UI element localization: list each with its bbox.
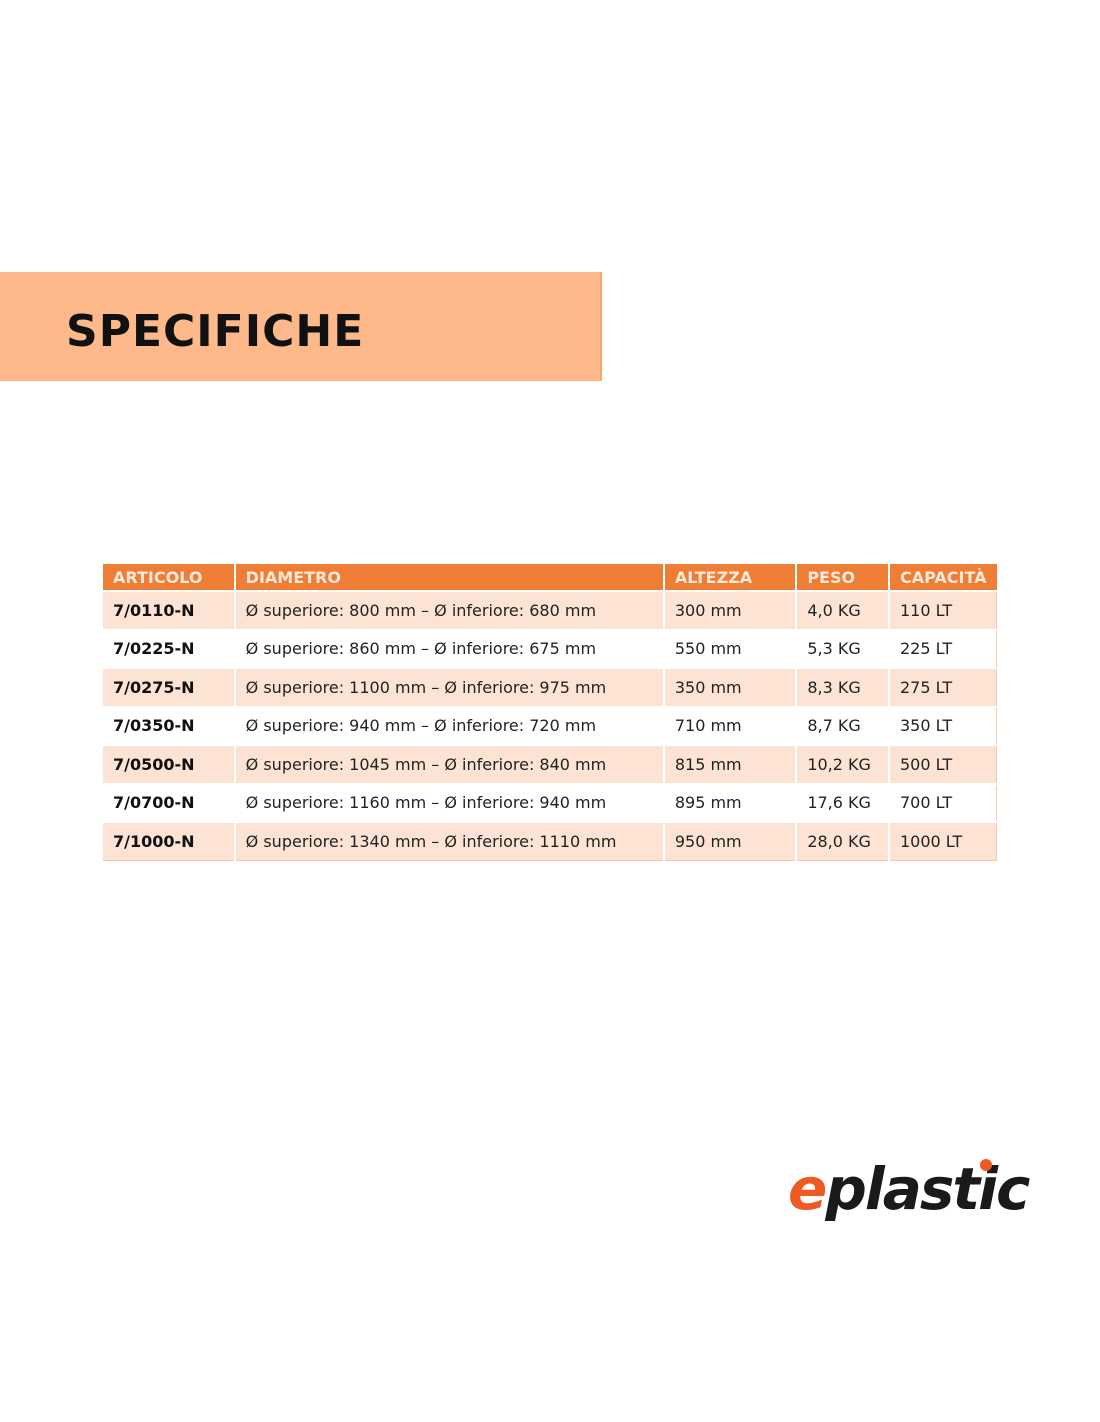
cell-articolo: 7/0275-N	[101, 667, 236, 707]
cell-diametro: Ø superiore: 1045 mm – Ø inferiore: 840 …	[233, 744, 665, 784]
cell-peso: 10,2 KG	[795, 744, 890, 784]
table-row: 7/0275-N Ø superiore: 1100 mm – Ø inferio…	[101, 667, 997, 707]
section-banner: SPECIFICHE	[0, 272, 602, 381]
header-altezza: ALTEZZA	[662, 564, 797, 591]
table-row: 7/0350-N Ø superiore: 940 mm – Ø inferior…	[101, 705, 997, 746]
cell-peso: 17,6 KG	[795, 782, 890, 823]
header-capacita: CAPACITÀ	[887, 564, 997, 591]
header-peso: PESO	[795, 564, 889, 591]
cell-articolo: 7/0700-N	[101, 782, 236, 823]
table-row: 7/1000-N Ø superiore: 1340 mm – Ø inferio…	[101, 821, 997, 861]
cell-diametro: Ø superiore: 1160 mm – Ø inferiore: 940 …	[233, 782, 665, 823]
section-title: SPECIFICHE	[66, 306, 365, 357]
cell-diametro: Ø superiore: 940 mm – Ø inferiore: 720 m…	[233, 705, 665, 746]
cell-capacita: 350 LT	[887, 705, 997, 746]
cell-articolo: 7/0225-N	[101, 628, 236, 669]
cell-altezza: 815 mm	[662, 744, 797, 784]
cell-articolo: 7/0110-N	[101, 590, 236, 630]
cell-altezza: 550 mm	[662, 628, 797, 669]
cell-articolo: 7/1000-N	[101, 821, 236, 861]
cell-capacita: 1000 LT	[887, 821, 997, 861]
cell-altezza: 710 mm	[662, 705, 797, 746]
cell-altezza: 895 mm	[662, 782, 797, 823]
cell-diametro: Ø superiore: 860 mm – Ø inferiore: 675 m…	[233, 628, 665, 669]
table-row: 7/0225-N Ø superiore: 860 mm – Ø inferior…	[101, 628, 997, 669]
table-row: 7/0700-N Ø superiore: 1160 mm – Ø inferio…	[101, 782, 997, 823]
cell-altezza: 300 mm	[662, 590, 797, 630]
cell-capacita: 110 LT	[887, 590, 997, 630]
cell-peso: 5,3 KG	[795, 628, 890, 669]
cell-altezza: 950 mm	[662, 821, 797, 861]
cell-capacita: 700 LT	[887, 782, 997, 823]
cell-peso: 8,3 KG	[795, 667, 890, 707]
cell-diametro: Ø superiore: 1100 mm – Ø inferiore: 975 …	[233, 667, 665, 707]
table-row: 7/0110-N Ø superiore: 800 mm – Ø inferior…	[101, 590, 997, 630]
table-row: 7/0500-N Ø superiore: 1045 mm – Ø inferio…	[101, 744, 997, 784]
cell-altezza: 350 mm	[662, 667, 797, 707]
specs-table: ARTICOLO DIAMETRO ALTEZZA PESO CAPACITÀ …	[101, 564, 997, 861]
cell-articolo: 7/0350-N	[101, 705, 236, 746]
cell-capacita: 225 LT	[887, 628, 997, 669]
cell-diametro: Ø superiore: 800 mm – Ø inferiore: 680 m…	[233, 590, 665, 630]
cell-peso: 28,0 KG	[795, 821, 890, 861]
cell-articolo: 7/0500-N	[101, 744, 236, 784]
header-diametro: DIAMETRO	[233, 564, 664, 591]
cell-peso: 4,0 KG	[795, 590, 890, 630]
cell-capacita: 275 LT	[887, 667, 997, 707]
eplastic-logo: eplastic	[788, 1155, 1030, 1223]
cell-diametro: Ø superiore: 1340 mm – Ø inferiore: 1110…	[233, 821, 665, 861]
table-header: ARTICOLO DIAMETRO ALTEZZA PESO CAPACITÀ	[101, 564, 997, 591]
header-articolo: ARTICOLO	[101, 564, 235, 591]
cell-capacita: 500 LT	[887, 744, 997, 784]
cell-peso: 8,7 KG	[795, 705, 890, 746]
